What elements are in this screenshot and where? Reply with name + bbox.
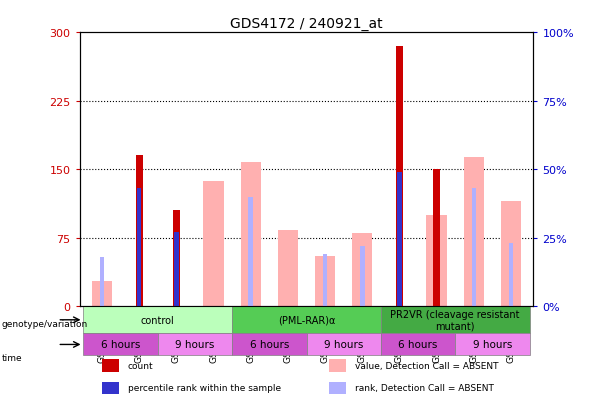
Bar: [323, 254, 327, 306]
Bar: [471, 189, 476, 306]
Bar: [278, 231, 298, 306]
Bar: [232, 334, 306, 356]
Text: 9 hours: 9 hours: [324, 339, 364, 349]
Text: percentile rank within the sample: percentile rank within the sample: [128, 384, 281, 392]
Text: (PML-RAR)α: (PML-RAR)α: [278, 315, 335, 325]
Bar: [102, 382, 119, 394]
Bar: [463, 158, 484, 306]
Bar: [396, 47, 403, 306]
Text: rank, Detection Call = ABSENT: rank, Detection Call = ABSENT: [354, 384, 493, 392]
Bar: [352, 233, 373, 306]
Text: 6 hours: 6 hours: [398, 339, 438, 349]
Bar: [136, 156, 143, 306]
Bar: [329, 382, 346, 394]
Bar: [240, 162, 261, 306]
Bar: [509, 244, 513, 306]
Bar: [92, 281, 112, 306]
Text: 6 hours: 6 hours: [249, 339, 289, 349]
Text: 9 hours: 9 hours: [473, 339, 512, 349]
Text: value, Detection Call = ABSENT: value, Detection Call = ABSENT: [354, 361, 498, 370]
Bar: [173, 211, 180, 306]
Bar: [83, 306, 232, 334]
Text: control: control: [141, 315, 175, 325]
Bar: [158, 334, 232, 356]
Bar: [137, 189, 142, 306]
Bar: [83, 334, 158, 356]
Bar: [501, 202, 521, 306]
Text: genotype/variation: genotype/variation: [1, 320, 88, 329]
Bar: [381, 306, 530, 334]
Bar: [232, 306, 381, 334]
Bar: [102, 359, 119, 372]
Text: PR2VR (cleavage resistant
mutant): PR2VR (cleavage resistant mutant): [390, 309, 520, 331]
Bar: [137, 189, 142, 306]
Text: time: time: [1, 353, 22, 362]
Bar: [397, 173, 402, 306]
Text: 6 hours: 6 hours: [101, 339, 140, 349]
Text: 9 hours: 9 hours: [175, 339, 215, 349]
Text: count: count: [128, 361, 153, 370]
Bar: [329, 359, 346, 372]
Bar: [306, 334, 381, 356]
Bar: [100, 257, 104, 306]
Bar: [174, 233, 178, 306]
Bar: [315, 256, 335, 306]
Title: GDS4172 / 240921_at: GDS4172 / 240921_at: [230, 17, 383, 31]
Bar: [381, 334, 455, 356]
Bar: [455, 334, 530, 356]
Bar: [360, 246, 365, 306]
Bar: [433, 170, 440, 306]
Bar: [248, 197, 253, 306]
Bar: [204, 182, 224, 306]
Bar: [427, 215, 447, 306]
